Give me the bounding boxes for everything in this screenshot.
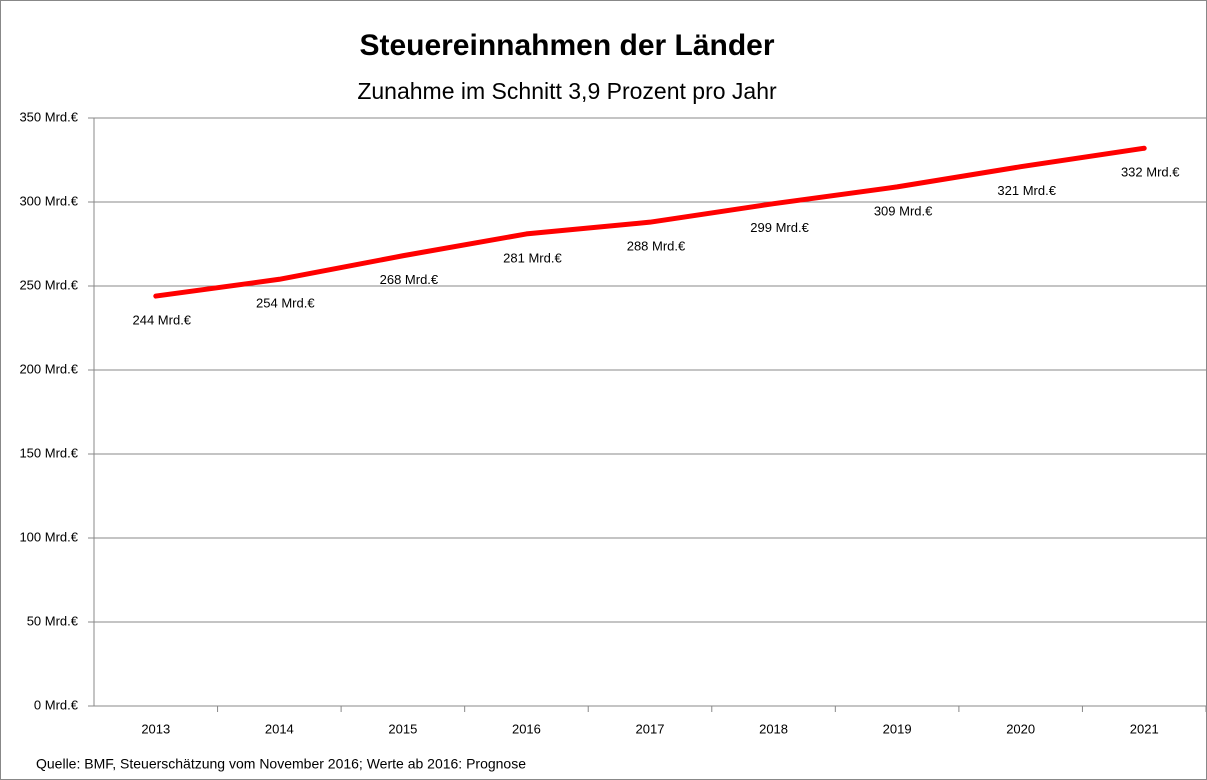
x-tick-label: 2019 [883, 721, 912, 736]
x-tick-label: 2015 [388, 721, 417, 736]
data-label: 332 Mrd.€ [1121, 165, 1180, 180]
data-label: 309 Mrd.€ [874, 203, 933, 218]
y-tick-label: 150 Mrd.€ [19, 445, 78, 460]
y-tick-label: 300 Mrd.€ [19, 193, 78, 208]
data-label: 281 Mrd.€ [503, 250, 562, 265]
x-tick-label: 2017 [636, 721, 665, 736]
source-note: Quelle: BMF, Steuerschätzung vom Novembe… [36, 756, 526, 772]
y-tick-label: 100 Mrd.€ [19, 529, 78, 544]
data-label: 321 Mrd.€ [997, 183, 1056, 198]
x-tick-label: 2020 [1006, 721, 1035, 736]
data-label: 254 Mrd.€ [256, 296, 315, 311]
line-series [153, 145, 1147, 299]
y-tick-label: 0 Mrd.€ [34, 697, 79, 712]
data-label: 288 Mrd.€ [627, 239, 686, 254]
x-tick-label: 2016 [512, 721, 541, 736]
x-tick-label: 2014 [265, 721, 294, 736]
data-label: 299 Mrd.€ [750, 220, 809, 235]
chart-title: Steuereinnahmen der Länder [359, 29, 774, 62]
data-label: 244 Mrd.€ [133, 313, 192, 328]
y-tick-label: 350 Mrd.€ [19, 109, 78, 124]
data-label: 268 Mrd.€ [380, 272, 439, 287]
x-tick-label: 2021 [1130, 721, 1159, 736]
x-tick-label: 2013 [141, 721, 170, 736]
y-tick-label: 200 Mrd.€ [19, 361, 78, 376]
x-tick-label: 2018 [759, 721, 788, 736]
y-tick-label: 250 Mrd.€ [19, 277, 78, 292]
y-tick-label: 50 Mrd.€ [27, 613, 79, 628]
chart-subtitle: Zunahme im Schnitt 3,9 Prozent pro Jahr [357, 78, 777, 104]
